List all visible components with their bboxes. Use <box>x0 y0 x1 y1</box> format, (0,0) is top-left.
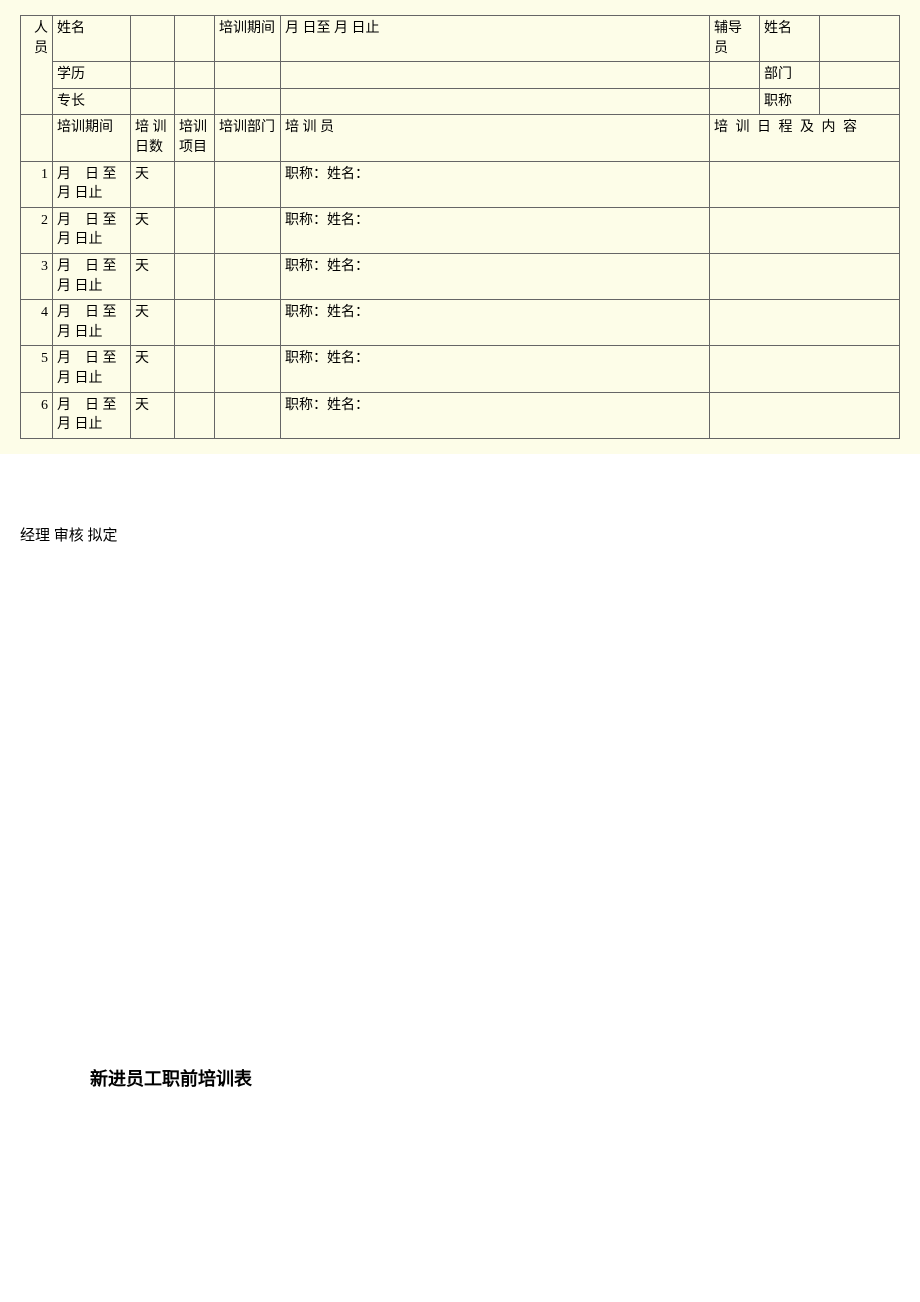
row-days: 天 <box>131 207 175 253</box>
blank-cell <box>215 392 281 438</box>
blank-cell <box>175 161 215 207</box>
title-section: 新进员工职前培训表 <box>0 1045 920 1111</box>
tutor-name-label: 姓名 <box>760 16 820 62</box>
blank-cell <box>21 115 53 161</box>
signature-section: 经理 审核 拟定 <box>0 504 920 565</box>
blank-cell <box>215 253 281 299</box>
row-num: 6 <box>21 392 53 438</box>
blank-cell <box>710 300 900 346</box>
education-label: 学历 <box>53 62 131 89</box>
blank-cell <box>175 62 215 89</box>
table-row: 5 月 日 至月 日止 天 职称：姓名： <box>21 346 900 392</box>
page-title: 新进员工职前培训表 <box>90 1069 252 1089</box>
blank-cell <box>820 62 900 89</box>
row-trainer: 职称：姓名： <box>281 161 710 207</box>
blank-cell <box>710 392 900 438</box>
blank-cell <box>175 346 215 392</box>
sub-training-period: 培训期间 <box>53 115 131 161</box>
row-num: 1 <box>21 161 53 207</box>
blank-cell <box>131 88 175 115</box>
table-row: 4 月 日 至月 日止 天 职称：姓名： <box>21 300 900 346</box>
blank-cell <box>131 16 175 62</box>
row-num: 3 <box>21 253 53 299</box>
blank-cell <box>820 16 900 62</box>
row-days: 天 <box>131 253 175 299</box>
sub-training-dept: 培训部门 <box>215 115 281 161</box>
blank-cell <box>175 88 215 115</box>
period-value: 月 日至 月 日止 <box>281 16 710 62</box>
table-row: 6 月 日 至月 日止 天 职称：姓名： <box>21 392 900 438</box>
row-num: 4 <box>21 300 53 346</box>
blank-cell <box>175 207 215 253</box>
department-label: 部门 <box>760 62 820 89</box>
row-period: 月 日 至月 日止 <box>53 207 131 253</box>
row-num: 2 <box>21 207 53 253</box>
blank-cell <box>175 16 215 62</box>
tutor-label: 辅导员 <box>710 16 760 62</box>
blank-cell <box>710 161 900 207</box>
blank-cell <box>710 346 900 392</box>
row-period: 月 日 至月 日止 <box>53 253 131 299</box>
table-container: 人员 姓名 培训期间 月 日至 月 日止 辅导员 姓名 学历 部门 专长 <box>0 0 920 454</box>
blank-cell <box>215 161 281 207</box>
row-period: 月 日 至月 日止 <box>53 392 131 438</box>
specialty-label: 专长 <box>53 88 131 115</box>
blank-cell <box>820 88 900 115</box>
blank-cell <box>175 300 215 346</box>
name-label: 姓名 <box>53 16 131 62</box>
blank-cell <box>131 62 175 89</box>
row-trainer: 职称：姓名： <box>281 207 710 253</box>
blank-cell <box>710 207 900 253</box>
table-row: 1 月 日 至月 日止 天 职称：姓名： <box>21 161 900 207</box>
row-days: 天 <box>131 161 175 207</box>
blank-cell <box>175 253 215 299</box>
training-period-label: 培训期间 <box>215 16 281 62</box>
row-period: 月 日 至月 日止 <box>53 346 131 392</box>
row-trainer: 职称：姓名： <box>281 253 710 299</box>
row-trainer: 职称：姓名： <box>281 300 710 346</box>
training-table: 人员 姓名 培训期间 月 日至 月 日止 辅导员 姓名 学历 部门 专长 <box>20 15 900 439</box>
blank-cell <box>215 88 281 115</box>
blank-cell <box>175 392 215 438</box>
blank-cell <box>215 300 281 346</box>
title-label: 职称 <box>760 88 820 115</box>
row-period: 月 日 至月 日止 <box>53 161 131 207</box>
row-num: 5 <box>21 346 53 392</box>
blank-cell <box>215 62 281 89</box>
sub-training-item: 培训项目 <box>175 115 215 161</box>
blank-cell <box>710 253 900 299</box>
table-row: 2 月 日 至月 日止 天 职称：姓名： <box>21 207 900 253</box>
sub-training-days: 培 训日数 <box>131 115 175 161</box>
blank-cell <box>281 88 710 115</box>
signature-text: 经理 审核 拟定 <box>20 528 118 544</box>
blank-cell <box>710 88 760 115</box>
personnel-label: 人员 <box>21 16 53 115</box>
row-days: 天 <box>131 300 175 346</box>
row-period: 月 日 至月 日止 <box>53 300 131 346</box>
blank-cell <box>215 207 281 253</box>
table-row: 3 月 日 至月 日止 天 职称：姓名： <box>21 253 900 299</box>
row-trainer: 职称：姓名： <box>281 346 710 392</box>
blank-cell <box>710 62 760 89</box>
blank-cell <box>281 62 710 89</box>
row-trainer: 职称：姓名： <box>281 392 710 438</box>
sub-trainer: 培 训 员 <box>281 115 710 161</box>
row-days: 天 <box>131 346 175 392</box>
blank-cell <box>215 346 281 392</box>
row-days: 天 <box>131 392 175 438</box>
sub-training-content: 培 训 日 程 及 内 容 <box>710 115 900 161</box>
